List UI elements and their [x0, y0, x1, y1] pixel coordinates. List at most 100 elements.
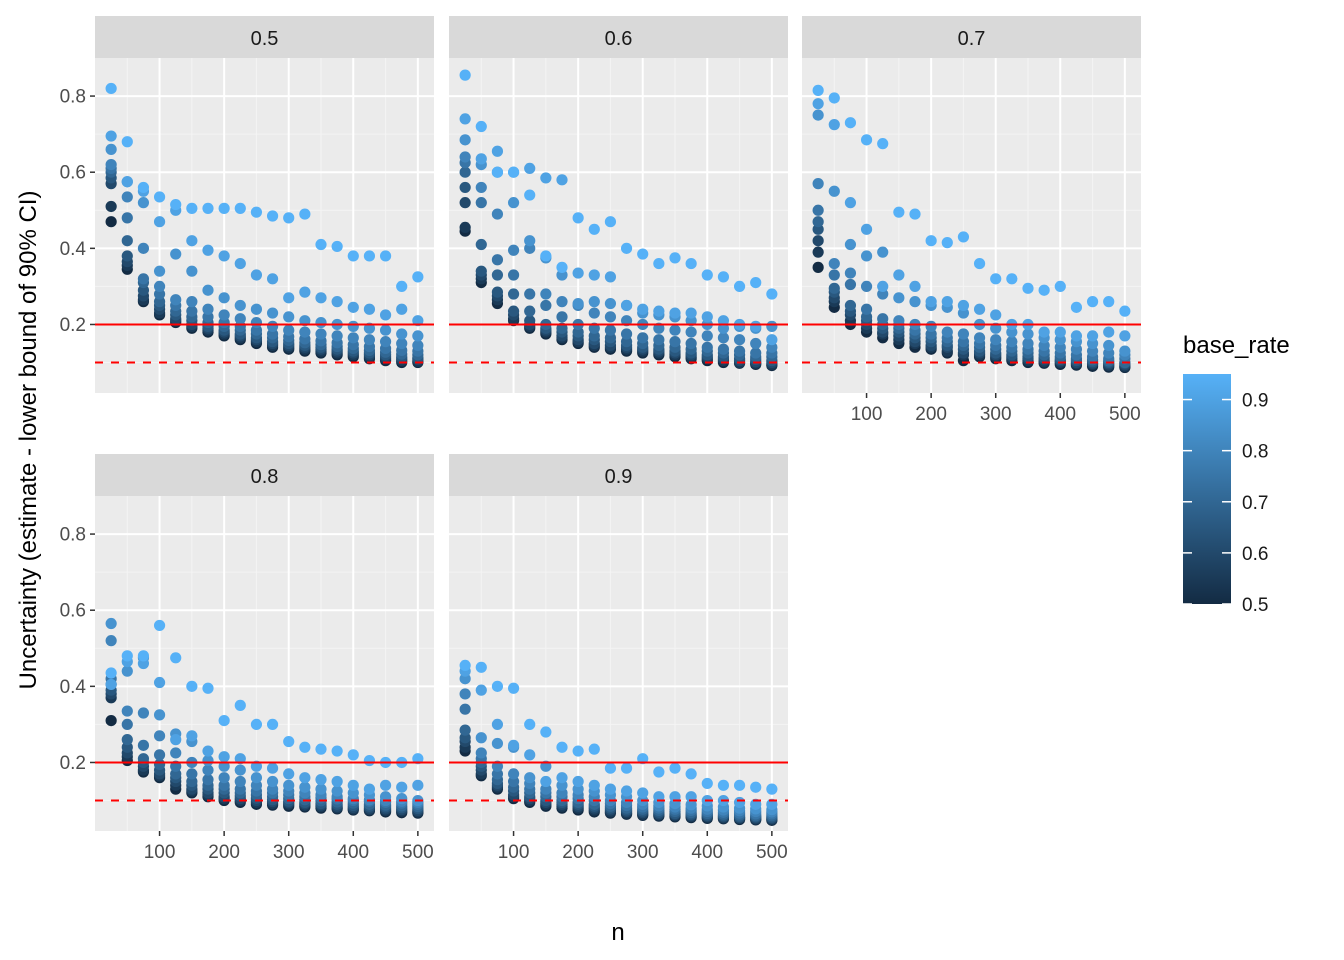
data-point [347, 779, 359, 791]
data-point [588, 296, 600, 308]
data-point [315, 774, 327, 786]
legend-title: base_rate [1183, 332, 1290, 359]
data-point [105, 82, 117, 95]
data-point [540, 726, 552, 738]
data-point [331, 785, 343, 797]
data-point [412, 753, 424, 765]
data-point [153, 619, 166, 632]
data-point [524, 235, 536, 247]
data-point [1054, 326, 1066, 338]
data-point [507, 166, 520, 178]
data-point [186, 305, 198, 317]
data-point [588, 223, 600, 235]
data-point [475, 153, 487, 165]
data-point [572, 212, 584, 224]
data-point [669, 791, 681, 803]
data-point [121, 734, 133, 746]
x-tick-label: 400 [691, 842, 723, 863]
data-point [218, 715, 230, 727]
facet-panel: 0.8 0.2 0.4 0.6 0.8 100 200 300 400 500 [60, 454, 434, 863]
data-point [137, 197, 150, 209]
panel-background [449, 58, 788, 393]
data-point [363, 754, 376, 767]
data-point [637, 303, 649, 315]
data-point [653, 334, 665, 346]
data-point [315, 743, 327, 755]
data-point [1119, 305, 1131, 317]
facet-strip [95, 16, 434, 58]
data-point [990, 309, 1002, 321]
data-point [299, 208, 311, 220]
data-point [812, 204, 824, 216]
data-point [299, 315, 311, 327]
data-point [347, 250, 359, 262]
data-point [218, 202, 230, 214]
data-point [812, 235, 824, 247]
data-point [137, 753, 150, 765]
data-point [412, 339, 424, 352]
facet-strip-label: 0.7 [958, 28, 986, 50]
facet-panel: 0.9 100 200 300 400 500 [449, 454, 788, 863]
data-point [105, 635, 117, 647]
data-point [925, 235, 937, 247]
data-point [620, 242, 633, 254]
data-point [717, 779, 730, 791]
x-tick-label: 100 [498, 842, 530, 863]
legend-tick-label: 0.7 [1242, 493, 1268, 514]
data-point [234, 313, 246, 325]
data-point [1103, 339, 1115, 352]
data-point [363, 322, 376, 334]
data-point [105, 200, 117, 213]
data-point [637, 332, 649, 344]
data-point [669, 762, 681, 774]
data-point [524, 772, 536, 784]
data-point [957, 328, 970, 340]
data-point [347, 332, 359, 344]
data-point [860, 250, 873, 262]
facet-strip-label: 0.9 [605, 466, 633, 488]
data-point [396, 793, 408, 805]
data-point [202, 745, 214, 757]
data-point [412, 330, 424, 342]
data-point [202, 202, 214, 214]
data-point [137, 707, 150, 719]
data-point [588, 779, 600, 791]
data-point [701, 777, 713, 790]
data-point [812, 84, 824, 96]
data-point [475, 238, 487, 251]
data-point [909, 208, 921, 220]
data-point [396, 280, 408, 293]
data-point [877, 280, 889, 293]
data-point [250, 718, 263, 731]
facet-strip [95, 454, 434, 496]
data-point [250, 316, 263, 329]
data-point [1119, 330, 1131, 342]
data-point [556, 296, 568, 308]
data-point [588, 269, 600, 281]
data-point [121, 718, 133, 731]
x-tick-label: 500 [756, 842, 788, 863]
data-point [186, 265, 198, 277]
data-point [604, 762, 617, 774]
data-point [957, 231, 970, 243]
data-point [315, 292, 327, 304]
data-point [669, 307, 681, 319]
panel-background [449, 496, 788, 831]
data-point [396, 328, 408, 340]
data-point [218, 772, 230, 784]
data-point [299, 326, 311, 338]
data-point [653, 766, 665, 778]
data-point [170, 652, 182, 664]
data-point [540, 250, 552, 262]
data-point [733, 796, 746, 809]
x-tick-label: 400 [1044, 404, 1076, 425]
y-tick-label: 0.4 [60, 239, 87, 260]
data-point [234, 775, 246, 788]
data-point [396, 337, 408, 350]
data-point [283, 768, 295, 780]
data-point [299, 772, 311, 784]
data-point [186, 768, 198, 780]
data-point [250, 206, 263, 218]
data-point [363, 334, 376, 346]
